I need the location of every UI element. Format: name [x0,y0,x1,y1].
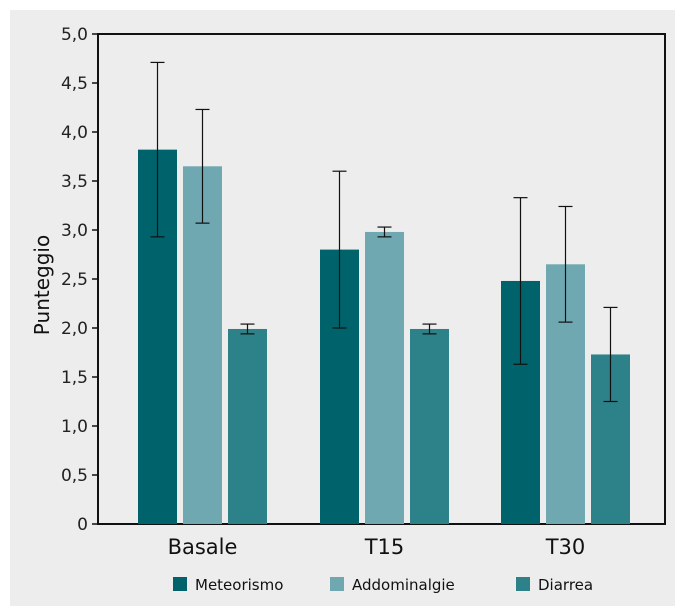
y-tick-label: 0,5 [61,466,88,486]
legend-swatch-diarrea [516,577,530,591]
y-tick-label: 1,0 [61,417,88,437]
y-tick-label: 4,5 [61,74,88,94]
legend-swatch-meteorismo [173,577,187,591]
bar-addominalgie-basale [183,166,222,525]
y-axis-label: Punteggio [30,235,54,335]
y-tick-label: 4,0 [61,123,88,143]
y-tick-label: 5,0 [61,25,88,45]
legend-swatch-addominalgie [330,577,344,591]
legend-label-diarrea: Diarrea [538,576,593,594]
y-tick-label: 0 [77,515,88,535]
y-tick-label: 3,5 [61,172,88,192]
legend-label-meteorismo: Meteorismo [195,576,283,594]
bar-diarrea-basale [228,328,267,524]
bar-addominalgie-t15 [365,231,404,524]
bar-diarrea-t15 [410,328,449,524]
y-tick-label: 3,0 [61,221,88,241]
x-tick-label: Basale [168,535,238,559]
y-tick-label: 2,0 [61,319,88,339]
x-tick-label: T30 [545,535,586,559]
x-tick-label: T15 [364,535,405,559]
legend-label-addominalgie: Addominalgie [352,576,455,594]
y-tick-label: 1,5 [61,368,88,388]
y-tick-label: 2,5 [61,270,88,290]
